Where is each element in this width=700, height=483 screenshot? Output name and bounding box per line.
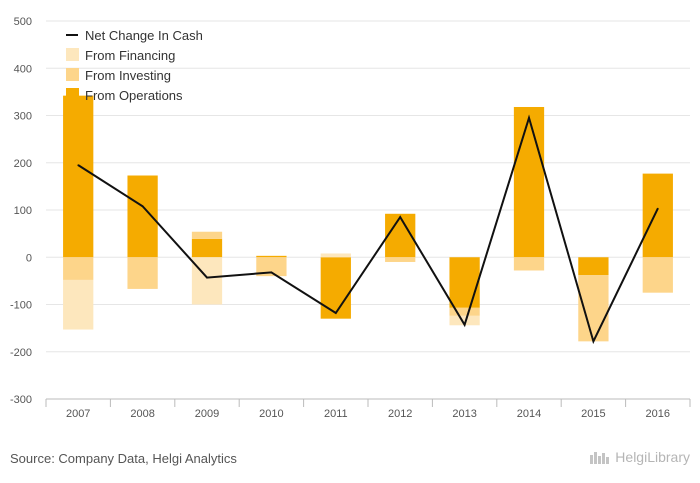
bar-financing-2009 bbox=[191, 257, 223, 305]
y-tick-label: -300 bbox=[10, 394, 32, 406]
legend-label: From Investing bbox=[85, 68, 171, 83]
footer: Source: Company Data, Helgi Analytics He… bbox=[0, 440, 700, 483]
cash-flow-chart: 500 400 300 200 100 0 -100 -200 -300 2007 2008 2009… bbox=[10, 16, 691, 420]
net-change-point bbox=[463, 324, 466, 326]
net-change-point bbox=[141, 205, 144, 208]
net-change-point bbox=[528, 117, 530, 119]
x-tick-label: 2013 bbox=[452, 408, 476, 420]
bar-investing-2009 bbox=[191, 231, 223, 239]
y-tick-label: 400 bbox=[14, 63, 32, 75]
y-tick-label: 100 bbox=[14, 205, 32, 217]
net-change-point bbox=[592, 340, 595, 343]
x-tick-label: 2011 bbox=[324, 408, 348, 420]
x-tick-label: 2007 bbox=[66, 408, 90, 420]
net-change-point bbox=[77, 164, 79, 166]
bar-operations-2015 bbox=[578, 257, 609, 276]
bar-investing-2007 bbox=[63, 257, 94, 280]
net-change-line bbox=[77, 114, 659, 345]
net-change-point bbox=[206, 276, 208, 279]
bar-operations-2010 bbox=[256, 255, 287, 258]
net-change-point bbox=[657, 207, 659, 210]
bar-financing-2011 bbox=[320, 253, 351, 258]
legend-swatch-operations bbox=[66, 88, 79, 101]
source-note: Source: Company Data, Helgi Analytics bbox=[10, 451, 237, 466]
library-icon bbox=[590, 452, 610, 464]
legend-label: From Operations bbox=[85, 88, 183, 103]
bar-financing-2013 bbox=[449, 315, 480, 326]
chart-area: 500 400 300 200 100 0 -100 -200 -300 2007 2008 2009… bbox=[10, 16, 691, 420]
x-tick-label: 2012 bbox=[388, 408, 412, 420]
y-tick-label: 300 bbox=[14, 111, 32, 123]
y-tick-label: -200 bbox=[10, 347, 32, 359]
bar-investing-2016 bbox=[642, 257, 673, 293]
x-tick-label: 2015 bbox=[581, 408, 605, 420]
bar-operations-2007 bbox=[63, 95, 94, 258]
y-tick-label: 200 bbox=[14, 158, 32, 170]
brand-name: HelgiLibrary bbox=[615, 449, 690, 465]
bar-investing-2013 bbox=[449, 307, 480, 316]
y-tick-label: -100 bbox=[10, 300, 32, 312]
legend-label: Net Change In Cash bbox=[85, 28, 203, 43]
x-tick-label: 2016 bbox=[646, 408, 670, 420]
bar-investing-2010 bbox=[256, 257, 287, 277]
x-tick-label: 2014 bbox=[517, 408, 541, 420]
x-tick-label: 2009 bbox=[195, 408, 219, 420]
bar-operations-2016 bbox=[642, 173, 673, 258]
bar-operations-2014 bbox=[513, 106, 545, 258]
x-tick-label: 2010 bbox=[259, 408, 283, 420]
bar-investing-2014 bbox=[513, 257, 545, 271]
net-change-point bbox=[270, 271, 273, 274]
x-tick-label: 2008 bbox=[130, 408, 154, 420]
brand-logo[interactable]: HelgiLibrary bbox=[589, 449, 690, 465]
y-tick-label: 0 bbox=[26, 252, 32, 264]
bar-operations-2009 bbox=[191, 238, 223, 258]
bar-investing-2015 bbox=[578, 275, 609, 342]
bar-investing-2008 bbox=[127, 257, 158, 289]
bar-operations-2013 bbox=[449, 257, 480, 308]
legend-swatch-financing bbox=[66, 48, 79, 61]
bar-operations-2011 bbox=[320, 257, 351, 319]
net-change-point bbox=[399, 216, 402, 218]
legend-swatch-investing bbox=[66, 68, 79, 81]
bar-operations-2008 bbox=[127, 175, 158, 258]
bar-financing-2007 bbox=[63, 279, 94, 330]
legend-label: From Financing bbox=[85, 48, 175, 63]
y-tick-label: 500 bbox=[14, 16, 32, 28]
bar-investing-2012 bbox=[385, 257, 416, 262]
net-change-point bbox=[335, 312, 337, 314]
